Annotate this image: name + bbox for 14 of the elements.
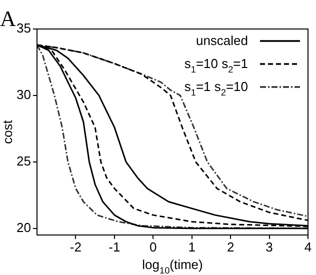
x-tick-label: 2 xyxy=(226,239,234,254)
x-tick-label: -2 xyxy=(70,239,82,254)
text: A xyxy=(0,6,16,31)
y-tick-label: 20 xyxy=(16,220,31,235)
y-axis-title: cost xyxy=(0,120,15,144)
x-tick-label: 3 xyxy=(266,239,273,254)
y-tick-label: 35 xyxy=(16,20,31,36)
x-tick-label: 1 xyxy=(188,239,196,254)
x-tick-label: -1 xyxy=(108,239,120,254)
legend-label: unscaled xyxy=(196,33,248,48)
x-tick-label: 0 xyxy=(150,239,157,254)
x-tick-label: 4 xyxy=(304,239,312,254)
y-tick-label: 25 xyxy=(16,153,31,168)
y-tick-label: 30 xyxy=(16,87,31,102)
